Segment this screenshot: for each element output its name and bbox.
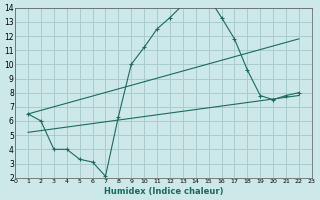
X-axis label: Humidex (Indice chaleur): Humidex (Indice chaleur) — [104, 187, 223, 196]
